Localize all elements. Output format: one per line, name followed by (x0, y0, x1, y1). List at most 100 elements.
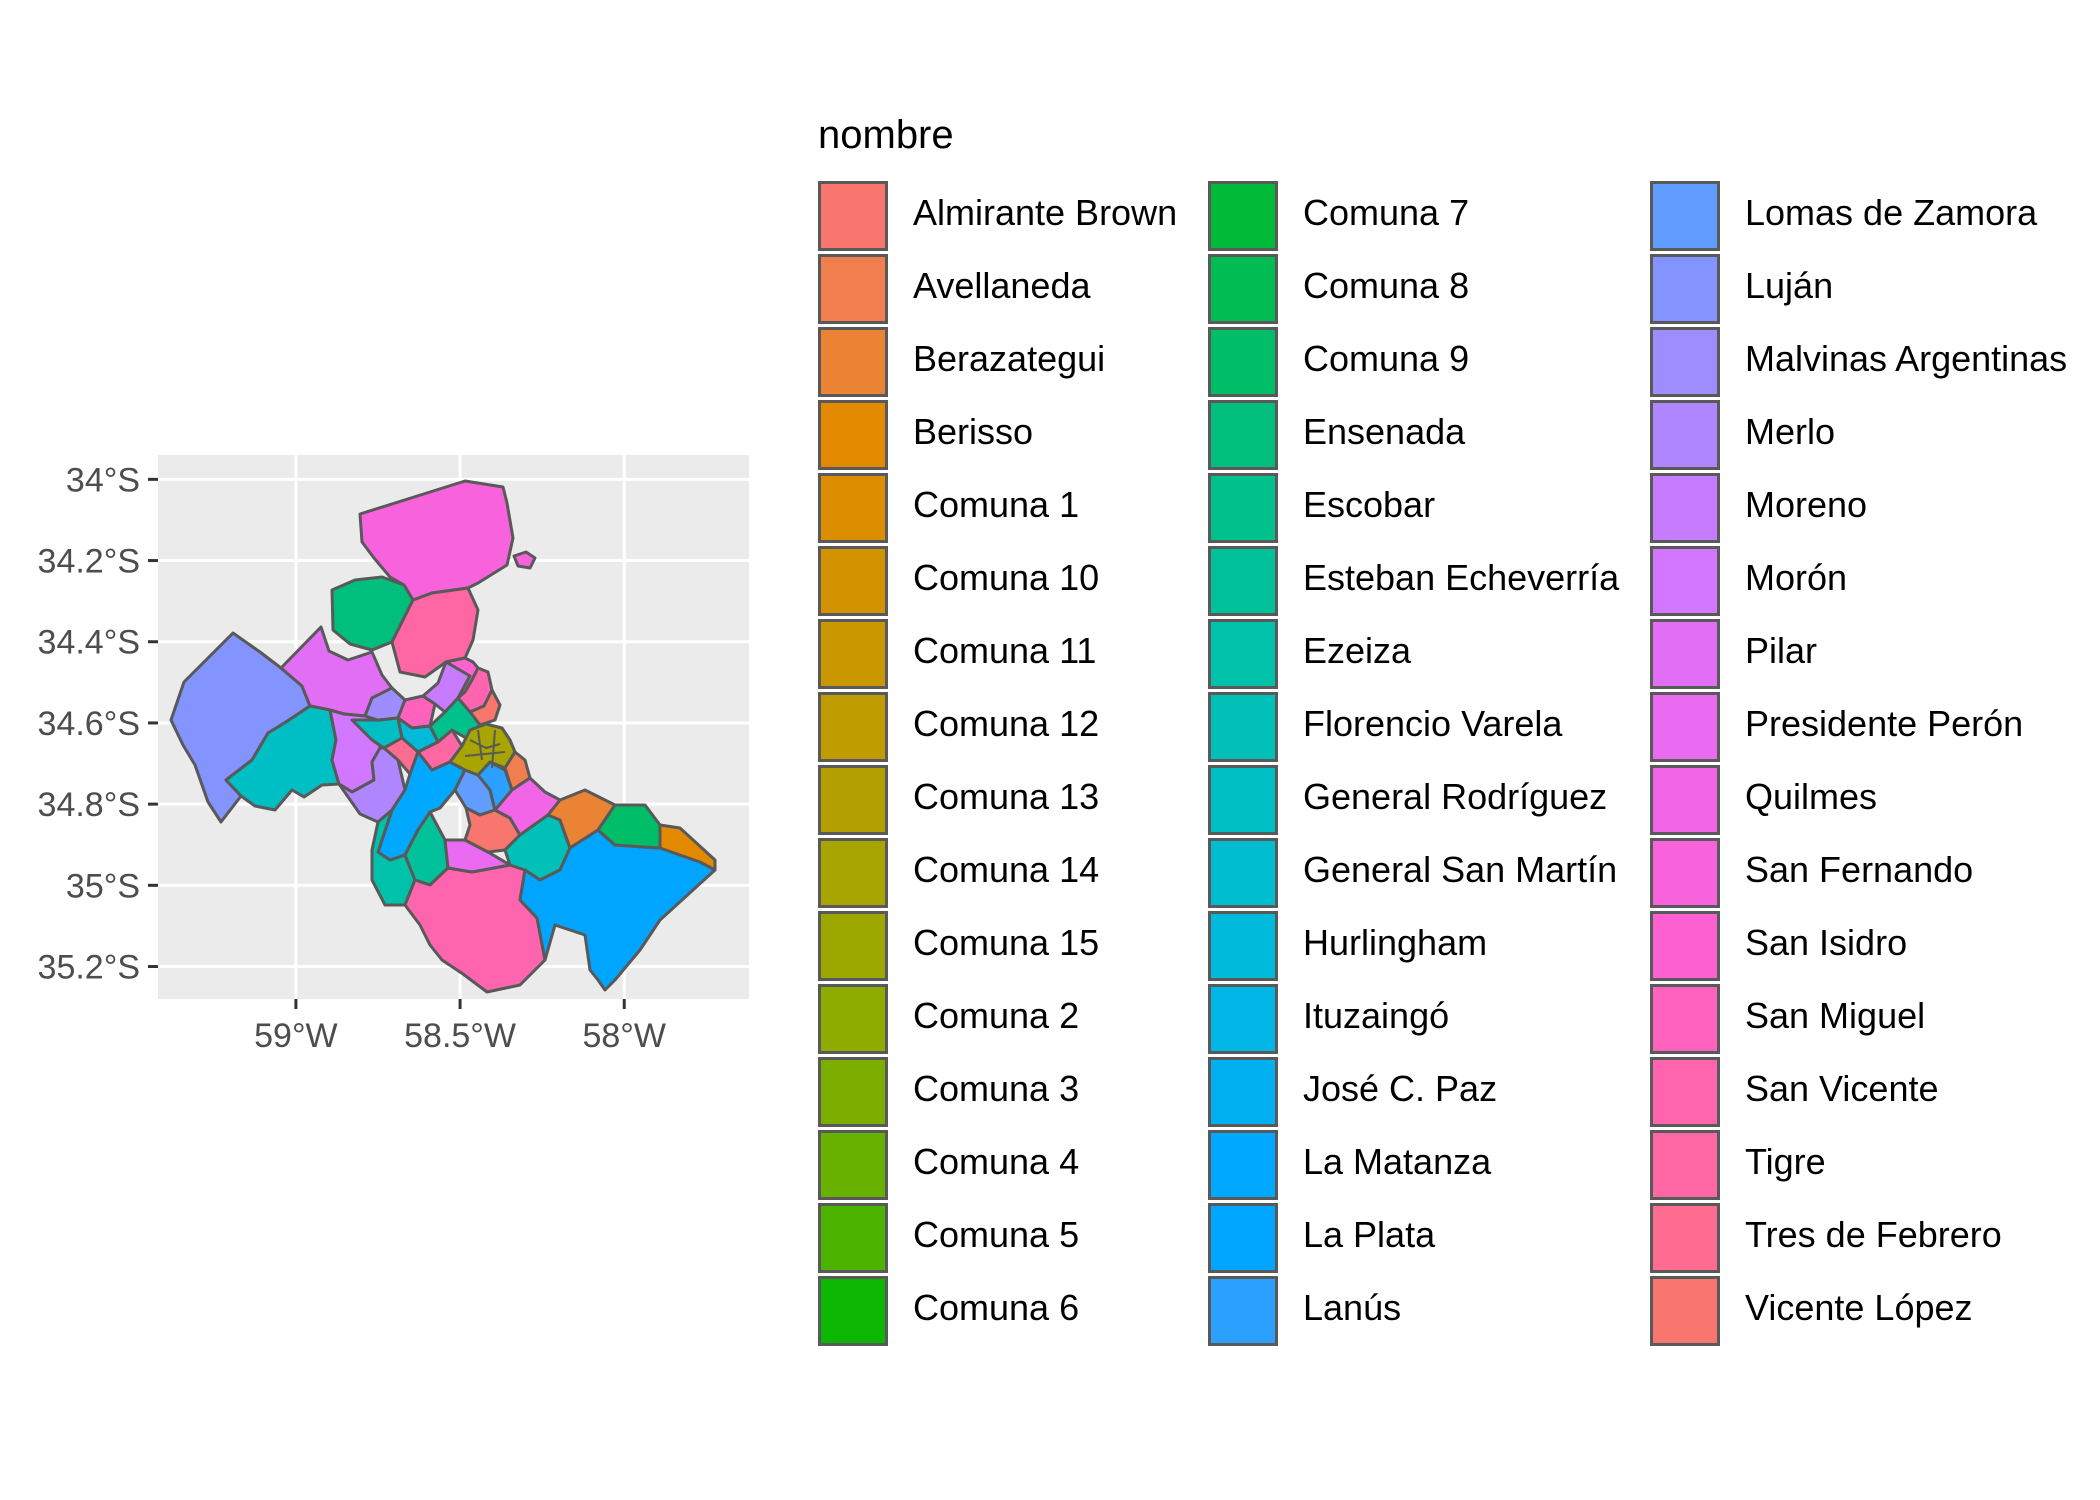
legend-label: San Fernando (1745, 849, 1974, 890)
legend-swatch (1650, 400, 1720, 470)
legend-label: Hurlingham (1303, 922, 1488, 963)
legend-swatch (818, 473, 888, 543)
legend-label: Comuna 7 (1303, 192, 1470, 233)
legend-label: Lanús (1303, 1287, 1402, 1328)
legend-label: Tres de Febrero (1745, 1214, 2002, 1255)
legend-swatch (818, 911, 888, 981)
legend-label: Comuna 14 (913, 849, 1100, 890)
legend-swatch (1208, 1130, 1278, 1200)
legend-swatch (818, 1203, 888, 1273)
legend-swatch (1650, 838, 1720, 908)
legend-swatch (1650, 765, 1720, 835)
legend-label: Quilmes (1745, 776, 1878, 817)
legend-swatch (1650, 254, 1720, 324)
legend-swatch (1208, 1057, 1278, 1127)
legend-label: Lomas de Zamora (1745, 192, 2038, 233)
legend-label: General Rodríguez (1303, 776, 1608, 817)
legend-label: Avellaneda (913, 265, 1091, 306)
legend-swatch (1208, 181, 1278, 251)
legend-label: La Matanza (1303, 1141, 1492, 1182)
legend-label: Moreno (1745, 484, 1868, 525)
legend-label: Comuna 13 (913, 776, 1100, 817)
y-tick-label: 35.2°S (38, 949, 140, 987)
y-tick-label: 34.2°S (38, 543, 140, 581)
legend-label: General San Martín (1303, 849, 1618, 890)
legend-swatch (1208, 473, 1278, 543)
y-axis: 34°S 34.2°S 34.4°S 34.6°S 34.8°S 35°S 35.2°S (38, 461, 158, 987)
y-tick-label: 34.4°S (38, 624, 140, 662)
legend-label: Comuna 10 (913, 557, 1100, 598)
legend-swatch (818, 984, 888, 1054)
legend-label: San Miguel (1745, 995, 1926, 1036)
x-tick-label: 59°W (254, 1017, 338, 1055)
legend-swatch (1650, 1203, 1720, 1273)
legend-swatch (1208, 254, 1278, 324)
legend-swatch (818, 838, 888, 908)
legend-label: Comuna 12 (913, 703, 1100, 744)
legend-swatch (1650, 1130, 1720, 1200)
y-tick-label: 34.6°S (38, 705, 140, 743)
legend-label: Pilar (1745, 630, 1818, 671)
legend-label: Florencio Varela (1303, 703, 1563, 744)
legend-label: Esteban Echeverría (1303, 557, 1620, 598)
legend-label: Comuna 5 (913, 1214, 1080, 1255)
legend-label: Comuna 6 (913, 1287, 1080, 1328)
legend-label: Comuna 9 (1303, 338, 1470, 379)
legend-title: nombre (818, 113, 954, 157)
legend-swatch (1208, 400, 1278, 470)
legend-label: Ezeiza (1303, 630, 1412, 671)
legend-swatch (1650, 984, 1720, 1054)
legend-swatch (818, 327, 888, 397)
legend-swatch (1208, 327, 1278, 397)
x-tick-label: 58°W (582, 1017, 666, 1055)
region-caba-comunas (464, 729, 506, 769)
region-general-rodriguez (224, 704, 341, 812)
legend-swatch (1208, 1276, 1278, 1346)
legend-swatch (1208, 838, 1278, 908)
legend-swatch (1208, 911, 1278, 981)
legend-swatch (1650, 692, 1720, 762)
legend-label: San Vicente (1745, 1068, 1939, 1109)
x-tick-label: 58.5°W (404, 1017, 516, 1055)
legend-swatch (1650, 181, 1720, 251)
legend-swatch (1650, 327, 1720, 397)
legend-label: Luján (1745, 265, 1834, 306)
legend-swatch (1650, 546, 1720, 616)
legend-swatch (1650, 911, 1720, 981)
legend-label: Comuna 4 (913, 1141, 1080, 1182)
legend-swatch (1208, 692, 1278, 762)
legend-swatch (1208, 546, 1278, 616)
legend-label: Comuna 1 (913, 484, 1080, 525)
y-tick-label: 34°S (66, 461, 140, 499)
legend-swatch (818, 765, 888, 835)
legend-swatch (1208, 619, 1278, 689)
y-tick-label: 34.8°S (38, 786, 140, 824)
region-berisso (658, 823, 717, 872)
legend-label: Malvinas Argentinas (1745, 338, 2068, 379)
legend-swatch (818, 692, 888, 762)
y-tick-label: 35°S (66, 867, 140, 905)
region-islands (512, 550, 537, 570)
legend-swatch (818, 546, 888, 616)
x-axis: 59°W 58.5°W 58°W (254, 999, 666, 1055)
region-shapes (169, 479, 717, 994)
legend-label: Ituzaingó (1303, 995, 1450, 1036)
legend-swatch (818, 619, 888, 689)
legend-label: Vicente López (1745, 1287, 1973, 1328)
map-panel: 34°S 34.2°S 34.4°S 34.6°S 34.8°S 35°S 35.2°S 5… (38, 455, 749, 1055)
legend-label: La Plata (1303, 1214, 1436, 1255)
legend-swatch (1208, 765, 1278, 835)
legend-label: Comuna 15 (913, 922, 1100, 963)
legend-label: Berisso (913, 411, 1034, 452)
legend-swatch (1208, 984, 1278, 1054)
legend-swatch (818, 254, 888, 324)
legend-label: Escobar (1303, 484, 1436, 525)
legend-label: Morón (1745, 557, 1848, 598)
legend-swatch (1650, 1057, 1720, 1127)
legend-label: Tigre (1745, 1141, 1826, 1182)
legend-label: José C. Paz (1303, 1068, 1498, 1109)
legend-label: Merlo (1745, 411, 1836, 452)
legend-label: Comuna 8 (1303, 265, 1470, 306)
legend-label: Almirante Brown (913, 192, 1178, 233)
legend-label: Comuna 2 (913, 995, 1080, 1036)
